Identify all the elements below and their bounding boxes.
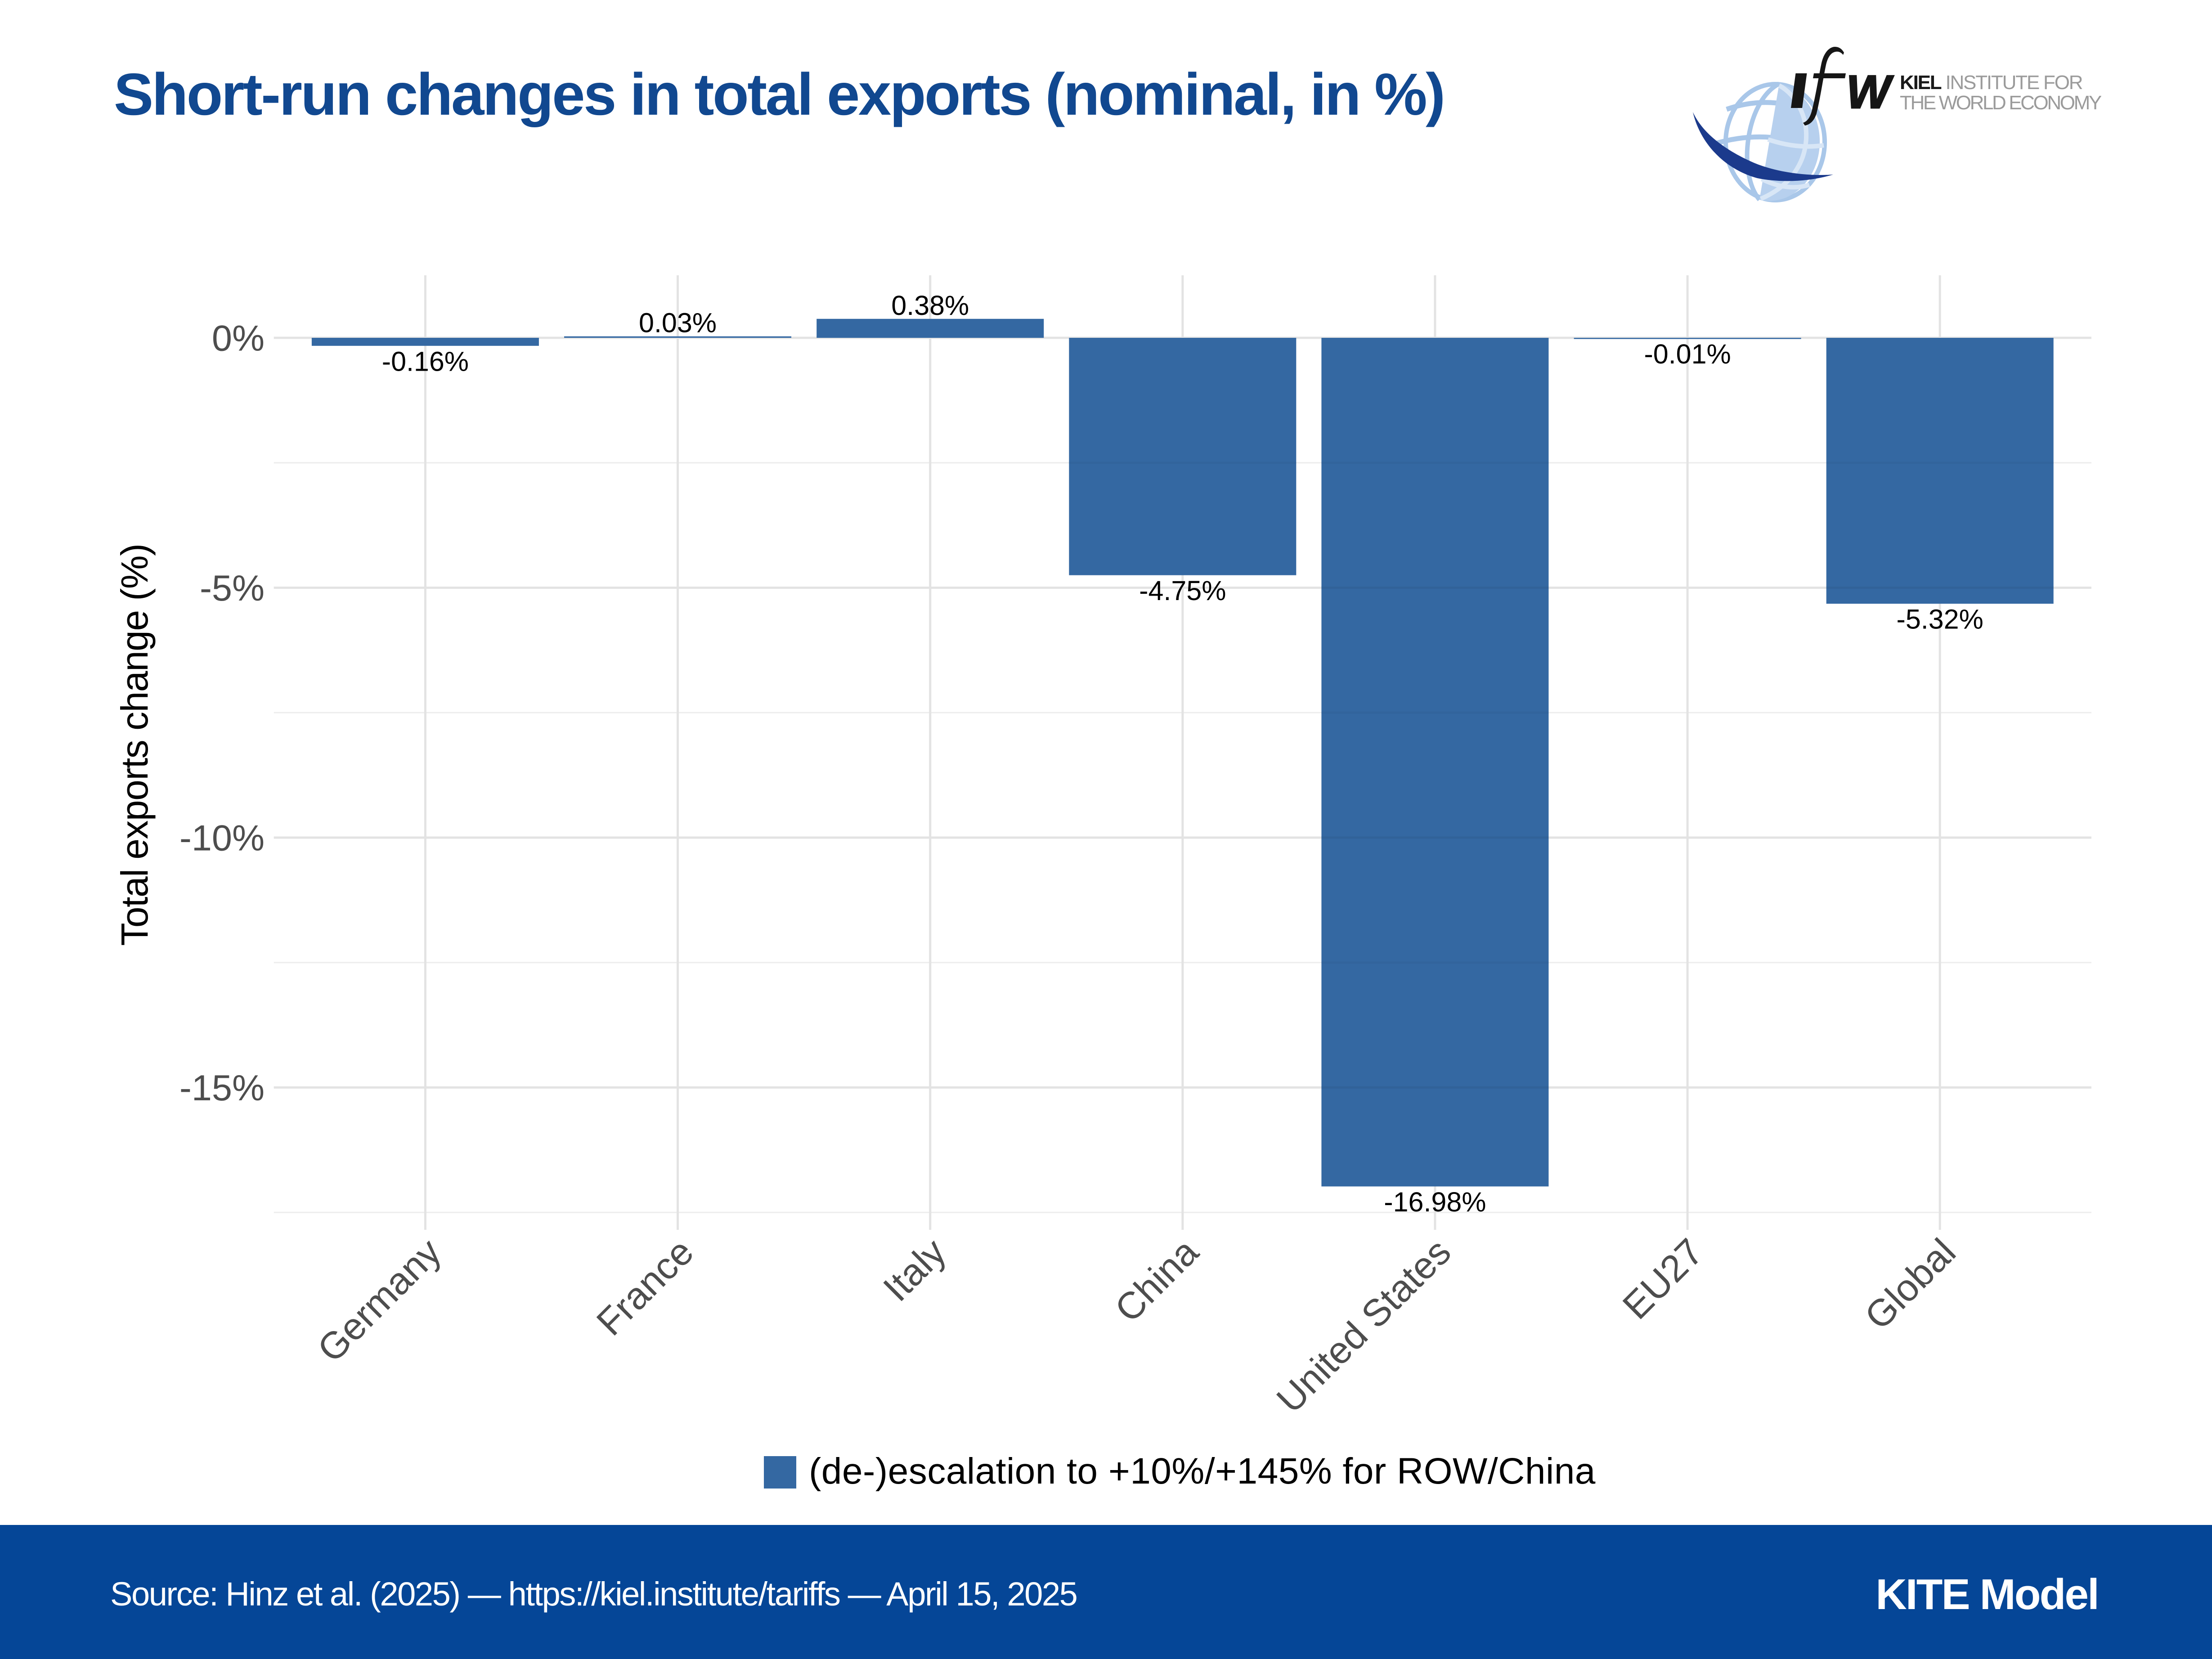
svg-text:0.03%: 0.03% bbox=[639, 308, 717, 338]
svg-text:Total exports change (%): Total exports change (%) bbox=[113, 544, 156, 946]
svg-text:Short-run changes in total exp: Short-run changes in total exports (nomi… bbox=[114, 61, 1444, 127]
svg-text:THE WORLD ECONOMY: THE WORLD ECONOMY bbox=[1900, 92, 2102, 114]
svg-text:-15%: -15% bbox=[179, 1068, 265, 1108]
svg-text:(de-)escalation to +10%/+145%: (de-)escalation to +10%/+145% for ROW/Ch… bbox=[809, 1451, 1596, 1492]
svg-text:-4.75%: -4.75% bbox=[1139, 575, 1226, 606]
svg-text:0.38%: 0.38% bbox=[891, 290, 969, 321]
svg-text:-5%: -5% bbox=[200, 568, 265, 609]
svg-text:-0.01%: -0.01% bbox=[1644, 339, 1731, 369]
svg-text:Source: Hinz et al. (2025) — h: Source: Hinz et al. (2025) — https://kie… bbox=[110, 1575, 1077, 1613]
svg-text:-16.98%: -16.98% bbox=[1384, 1187, 1486, 1217]
svg-text:KITE Model: KITE Model bbox=[1875, 1570, 2098, 1619]
svg-text:-10%: -10% bbox=[179, 818, 265, 859]
svg-text:-0.16%: -0.16% bbox=[382, 346, 469, 377]
svg-text:-5.32%: -5.32% bbox=[1897, 604, 1983, 635]
svg-text:KIEL INSTITUTE FOR: KIEL INSTITUTE FOR bbox=[1900, 72, 2082, 94]
svg-text:W: W bbox=[1846, 66, 1894, 118]
svg-text:0%: 0% bbox=[212, 318, 265, 359]
